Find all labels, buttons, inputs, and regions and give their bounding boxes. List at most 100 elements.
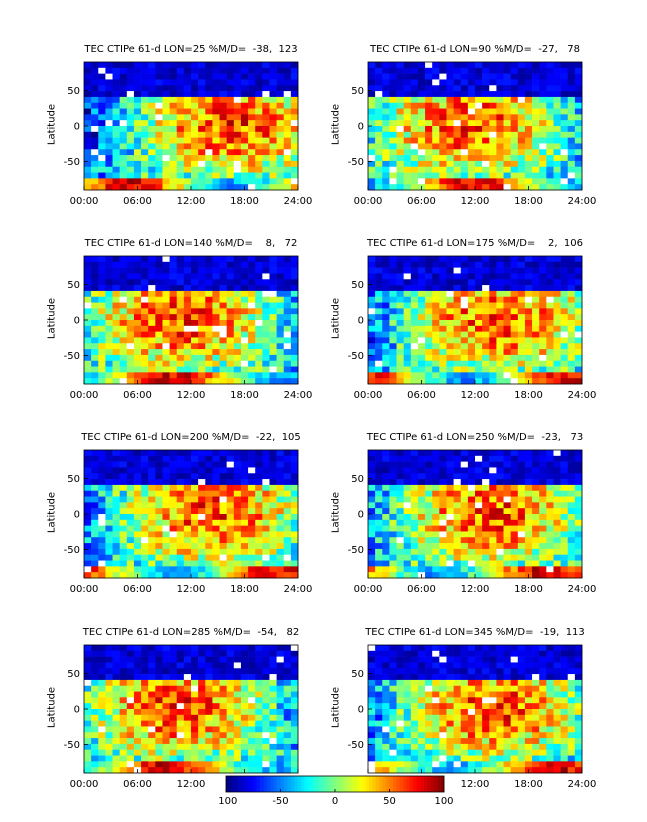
heatmap-cell: [446, 354, 454, 362]
heatmap-cell: [574, 656, 583, 663]
heatmap-cell: [98, 502, 106, 509]
heatmap-cell: [176, 714, 185, 721]
heatmap-cell: [453, 455, 462, 462]
heatmap-cell: [524, 325, 533, 332]
heatmap-cell: [560, 349, 569, 356]
heatmap-cell: [148, 645, 156, 652]
heatmap-cell: [119, 508, 128, 515]
heatmap-cell: [148, 732, 156, 739]
heatmap-cell: [368, 668, 376, 675]
heatmap-cell: [482, 137, 490, 144]
heatmap-cell: [198, 126, 206, 133]
heatmap-cell: [489, 102, 497, 109]
heatmap-cell: [183, 256, 192, 263]
heatmap-cell: [375, 67, 383, 74]
heatmap-cell: [382, 302, 390, 309]
heatmap-cell: [375, 160, 383, 168]
heatmap-cell: [126, 308, 135, 315]
heatmap-cell: [269, 296, 277, 303]
heatmap-cell: [126, 461, 135, 468]
heatmap-cell: [453, 296, 462, 303]
heatmap-cell: [176, 67, 185, 74]
heatmap-cell: [517, 320, 526, 327]
heatmap-cell: [453, 508, 462, 515]
heatmap-cell: [417, 354, 426, 362]
heatmap-cell: [574, 479, 583, 486]
heatmap-cell: [283, 461, 292, 468]
heatmap-cell: [560, 554, 569, 561]
heatmap-cell: [446, 62, 454, 69]
heatmap-cell: [255, 184, 263, 191]
heatmap-cell: [219, 685, 227, 692]
heatmap-cell: [546, 366, 554, 373]
heatmap-cell: [482, 85, 490, 92]
heatmap-cell: [84, 290, 92, 298]
heatmap-cell: [169, 349, 178, 356]
heatmap-cell: [212, 450, 220, 457]
heatmap-cell: [403, 108, 412, 115]
heatmap-cell: [467, 519, 476, 526]
heatmap-cell: [126, 703, 135, 710]
heatmap-cell: [453, 320, 462, 327]
heatmap-cell: [191, 726, 199, 733]
heatmap-cell: [375, 79, 383, 86]
heatmap-cell: [98, 302, 106, 309]
heatmap-cell: [148, 73, 156, 80]
x-tick-label: 12:00: [461, 390, 490, 401]
heatmap-cell: [98, 267, 106, 274]
heatmap-cell: [155, 349, 163, 356]
heatmap-cell: [475, 525, 483, 532]
heatmap-cell: [255, 743, 263, 751]
heatmap-cell: [510, 455, 519, 462]
heatmap-cell: [169, 720, 178, 727]
heatmap-cell: [219, 645, 227, 652]
heatmap-cell: [396, 543, 404, 550]
heatmap-cell: [126, 366, 135, 373]
heatmap-cell: [105, 490, 113, 497]
heatmap-cell: [248, 67, 256, 74]
heatmap-cell: [119, 697, 128, 704]
heatmap-cell: [510, 531, 519, 538]
heatmap-cell: [389, 96, 397, 104]
heatmap-cell: [439, 674, 447, 681]
heatmap-cell: [439, 131, 447, 138]
heatmap-cell: [226, 279, 235, 286]
heatmap-cell: [283, 674, 292, 681]
heatmap-cell: [517, 85, 526, 92]
heatmap-cell: [219, 755, 227, 762]
heatmap-cell: [191, 519, 199, 526]
heatmap-cell: [226, 455, 235, 462]
heatmap-cell: [219, 560, 227, 567]
heatmap-cell: [382, 479, 390, 486]
heatmap-cell: [446, 343, 454, 350]
heatmap-cell: [169, 572, 178, 579]
heatmap-cell: [205, 131, 213, 138]
heatmap-cell: [269, 308, 277, 315]
heatmap-cell: [410, 366, 419, 373]
heatmap-cell: [439, 560, 447, 567]
heatmap-cell: [432, 67, 440, 74]
heatmap-cell: [482, 450, 490, 457]
heatmap-cell: [290, 525, 299, 532]
heatmap-cell: [482, 349, 490, 356]
heatmap-cell: [233, 508, 242, 515]
heatmap-cell: [255, 273, 263, 280]
heatmap-cell: [403, 261, 412, 268]
heatmap-cell: [368, 143, 376, 150]
heatmap-cell: [396, 531, 404, 538]
heatmap-cell: [290, 720, 299, 727]
heatmap-cell: [255, 490, 263, 497]
heatmap-cell: [248, 320, 256, 327]
heatmap-cell: [98, 560, 106, 567]
heatmap-cell: [183, 102, 192, 109]
heatmap-cell: [155, 378, 163, 385]
heatmap-cell: [212, 656, 220, 663]
heatmap-cell: [84, 691, 92, 698]
heatmap-cell: [382, 331, 390, 338]
heatmap-cell: [290, 172, 299, 179]
heatmap-cell: [198, 343, 206, 350]
heatmap-cell: [119, 114, 128, 121]
heatmap-cell: [517, 308, 526, 315]
heatmap-cell: [532, 479, 540, 486]
heatmap-cell: [389, 256, 397, 263]
